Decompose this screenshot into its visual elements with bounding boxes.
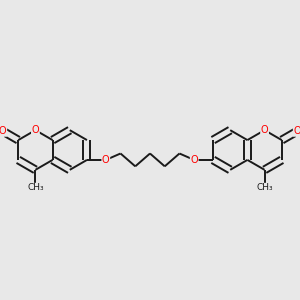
Text: O: O bbox=[32, 125, 39, 135]
Text: O: O bbox=[0, 126, 7, 136]
Text: O: O bbox=[293, 126, 300, 136]
Text: CH₃: CH₃ bbox=[256, 183, 273, 192]
Text: O: O bbox=[190, 155, 198, 165]
Text: O: O bbox=[261, 125, 268, 135]
Text: O: O bbox=[102, 155, 110, 165]
Text: CH₃: CH₃ bbox=[27, 183, 44, 192]
